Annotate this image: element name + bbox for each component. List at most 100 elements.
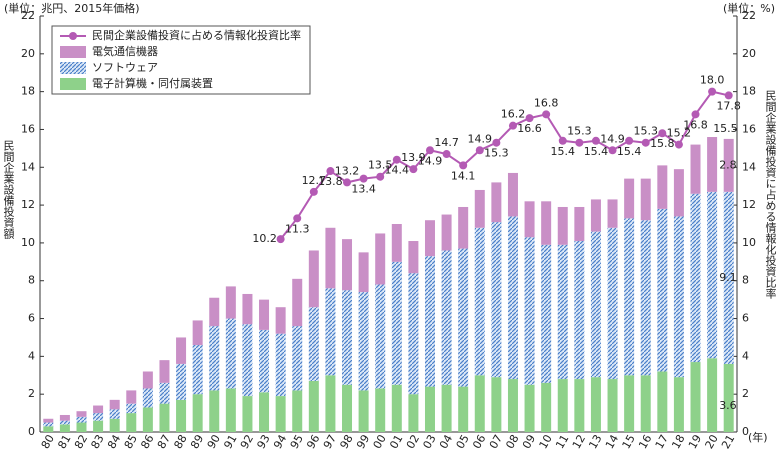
line-marker xyxy=(459,161,468,170)
legend-box xyxy=(51,25,311,95)
bar-segment xyxy=(574,379,585,432)
line-label: 15.8 xyxy=(650,137,675,150)
bar-segment xyxy=(59,424,70,432)
bar-segment xyxy=(159,360,170,383)
line-marker xyxy=(558,136,567,145)
bar-segment xyxy=(209,390,220,432)
legend-swatch xyxy=(60,78,86,90)
bar-segment xyxy=(259,299,270,330)
data-label: 3.6 xyxy=(719,399,737,412)
line-marker xyxy=(343,178,352,187)
legend-swatch xyxy=(60,46,86,58)
bar-segment xyxy=(358,252,369,293)
bar-segment xyxy=(673,169,684,217)
y2-tick-label: 22 xyxy=(742,9,756,22)
x-tick-label: 08 xyxy=(503,432,521,451)
bar-segment xyxy=(474,375,485,432)
legend-label: 電子計算機・同付属装置 xyxy=(92,76,213,90)
bar-segment xyxy=(76,411,87,417)
bar-segment xyxy=(657,371,668,432)
bar-segment xyxy=(375,284,386,389)
legend-label: 電気通信機器 xyxy=(92,44,158,58)
line-label: 16.6 xyxy=(517,122,542,135)
bar-segment xyxy=(474,189,485,228)
bar-segment xyxy=(242,293,253,325)
bar-segment xyxy=(308,380,319,432)
bar-segment xyxy=(441,214,452,251)
bar-segment xyxy=(391,224,402,262)
x-tick-label: 87 xyxy=(155,432,173,451)
x-tick-label: 02 xyxy=(404,432,422,451)
bar-segment xyxy=(607,227,618,380)
bar-segment xyxy=(209,326,220,391)
legend-label: 民間企業設備投資に占める情報化投資比率 xyxy=(92,28,301,42)
bar-segment xyxy=(541,244,552,383)
x-tick-label: 92 xyxy=(238,432,256,451)
line-marker xyxy=(625,136,634,145)
bar-segment xyxy=(225,318,236,389)
x-tick-label: 00 xyxy=(371,432,389,451)
bar-segment xyxy=(358,292,369,391)
x-tick-label: 83 xyxy=(89,432,107,451)
y2-label: 民間企業設備投資に占める情報化投資比率 xyxy=(764,90,777,300)
y-tick-label: 10 xyxy=(21,236,35,249)
bar-segment xyxy=(292,326,303,391)
bar-segment xyxy=(225,388,236,432)
bar-segment xyxy=(408,394,419,432)
bar-segment xyxy=(723,363,734,432)
line-label: 13.9 xyxy=(401,151,426,164)
bar-segment xyxy=(557,206,568,245)
bar-segment xyxy=(209,297,220,327)
bar-segment xyxy=(76,422,87,432)
bar-segment xyxy=(690,362,701,432)
y-tick-label: 2 xyxy=(28,387,35,400)
bar-segment xyxy=(93,405,104,414)
bar-segment xyxy=(690,144,701,194)
bar-segment xyxy=(142,371,153,389)
y2-tick-label: 12 xyxy=(742,198,756,211)
x-tick-label: 14 xyxy=(603,432,621,451)
bar-segment xyxy=(391,261,402,385)
bar-segment xyxy=(292,278,303,327)
x-tick-label: 97 xyxy=(321,432,339,451)
line-label: 14.7 xyxy=(434,136,459,149)
line-marker xyxy=(276,235,285,244)
bar-segment xyxy=(640,178,651,221)
y-tick-label: 4 xyxy=(28,349,35,362)
bar-segment xyxy=(673,216,684,378)
line-marker xyxy=(508,121,517,130)
bar-segment xyxy=(109,409,120,419)
bar-segment xyxy=(93,420,104,432)
line-label: 15.3 xyxy=(484,147,509,160)
bar-segment xyxy=(391,384,402,432)
line-label: 16.8 xyxy=(534,96,559,109)
line-label: 15.3 xyxy=(633,125,658,138)
bar-segment xyxy=(342,290,353,385)
line-marker xyxy=(542,110,551,119)
x-tick-label: 09 xyxy=(520,432,538,451)
bar-segment xyxy=(275,333,286,397)
x-tick-label: 07 xyxy=(487,432,505,451)
x-tick-label: 96 xyxy=(304,432,322,451)
y2-unit: (単位：%) xyxy=(723,1,775,15)
bar-segment xyxy=(59,414,70,421)
bar-segment xyxy=(524,237,535,385)
bar-segment xyxy=(325,375,336,432)
x-tick-label: 05 xyxy=(454,432,472,451)
bar-segment xyxy=(242,396,253,432)
line-label: 16.8 xyxy=(683,118,708,131)
line-marker xyxy=(492,138,501,147)
bar-segment xyxy=(458,206,469,249)
bar-segment xyxy=(375,388,386,432)
line-marker xyxy=(309,187,318,196)
y2-tick-label: 18 xyxy=(742,85,756,98)
bar-segment xyxy=(624,375,635,432)
line-marker xyxy=(392,155,401,164)
x-tick-label: 94 xyxy=(271,432,289,451)
bar-segment xyxy=(491,182,502,223)
y-label: 民間企業設備投資額 xyxy=(2,140,15,240)
bar-segment xyxy=(491,377,502,432)
bar-segment xyxy=(126,403,137,414)
x-tick-label: 13 xyxy=(586,432,604,451)
bar-segment xyxy=(458,248,469,387)
